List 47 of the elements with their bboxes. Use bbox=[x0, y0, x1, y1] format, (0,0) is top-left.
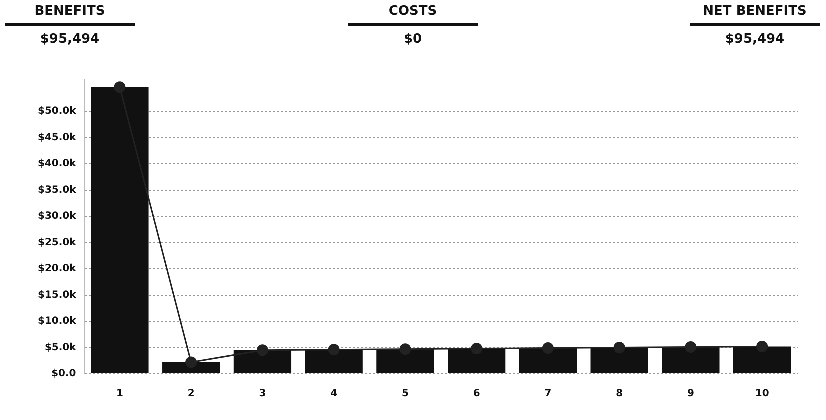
x-tick-label: 2 bbox=[188, 388, 195, 400]
x-tick-label: 6 bbox=[473, 388, 480, 400]
x-tick-label: 7 bbox=[544, 388, 552, 400]
point bbox=[328, 344, 340, 356]
y-tick-label: $35.0k bbox=[38, 184, 77, 196]
x-tick-label: 4 bbox=[330, 388, 338, 400]
x-tick-label: 9 bbox=[687, 388, 694, 400]
point bbox=[614, 342, 626, 354]
text: BENEFITS bbox=[5, 4, 135, 26]
text: NET BENEFITS bbox=[690, 4, 820, 26]
point bbox=[756, 340, 768, 352]
y-tick-label: $20.0k bbox=[38, 264, 77, 275]
x-tick-label: 3 bbox=[259, 388, 266, 400]
bar bbox=[519, 348, 578, 374]
y-tick-label: $40.0k bbox=[38, 158, 77, 170]
bar bbox=[662, 347, 720, 374]
point bbox=[471, 343, 483, 355]
point bbox=[256, 344, 268, 356]
text: $95,494 bbox=[724, 31, 786, 47]
bar bbox=[734, 346, 792, 374]
y-tick-label: $10.0k bbox=[38, 316, 77, 328]
bar bbox=[376, 349, 434, 374]
point bbox=[400, 344, 412, 356]
text: $95,494 bbox=[39, 31, 101, 47]
point bbox=[114, 82, 126, 94]
bar bbox=[91, 87, 149, 374]
text: COSTS bbox=[348, 4, 478, 26]
point bbox=[542, 342, 554, 354]
bar bbox=[305, 350, 363, 374]
y-tick-label: $5.0k bbox=[44, 342, 77, 354]
bar bbox=[448, 348, 506, 374]
x-tick-label: 1 bbox=[116, 388, 124, 400]
bar bbox=[590, 348, 648, 374]
text: $0 bbox=[402, 31, 424, 47]
bar bbox=[162, 362, 220, 374]
y-tick-label: $50.0k bbox=[38, 106, 77, 118]
x-tick-label: 5 bbox=[402, 388, 409, 400]
y-tick-label: $15.0k bbox=[38, 290, 77, 301]
y-tick-label: $45.0k bbox=[38, 132, 77, 144]
point bbox=[685, 341, 697, 353]
x-tick-label: 8 bbox=[616, 388, 624, 400]
y-tick-label: $0.0 bbox=[52, 368, 76, 380]
bar bbox=[234, 350, 292, 374]
point bbox=[186, 356, 198, 368]
x-tick-label: 10 bbox=[755, 388, 770, 400]
y-tick-label: $30.0k bbox=[38, 211, 77, 222]
y-tick-label: $25.0k bbox=[38, 237, 77, 248]
